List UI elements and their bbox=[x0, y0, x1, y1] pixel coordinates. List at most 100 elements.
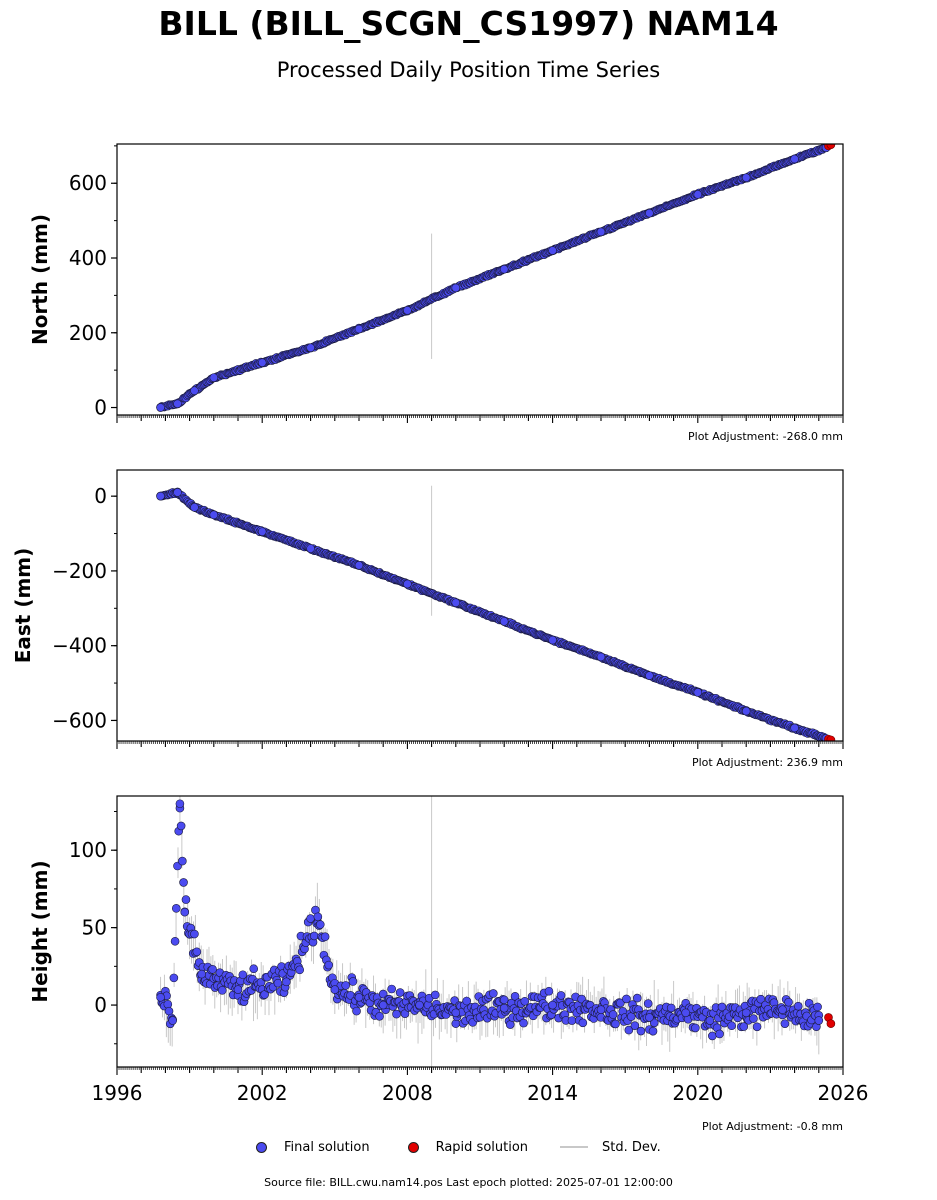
data-point-final bbox=[778, 1005, 787, 1015]
data-point-final bbox=[273, 978, 283, 988]
data-point-final bbox=[330, 985, 340, 994]
data-point-final bbox=[197, 969, 206, 979]
data-point-final bbox=[596, 227, 606, 237]
data-point-final bbox=[313, 912, 323, 922]
data-point-final bbox=[156, 993, 165, 1002]
data-point-final bbox=[519, 1018, 528, 1028]
series-rapid bbox=[824, 144, 836, 151]
series-rapid bbox=[824, 1013, 836, 1028]
data-point-final bbox=[190, 929, 199, 939]
data-point-final bbox=[392, 1009, 401, 1019]
data-point-final bbox=[175, 799, 185, 809]
data-point-final bbox=[217, 986, 227, 995]
legend-label-rapid: Rapid solution bbox=[435, 1139, 529, 1155]
series-final bbox=[156, 799, 824, 1041]
x-tick-label: 2026 bbox=[818, 1081, 869, 1105]
data-point-final bbox=[790, 723, 799, 733]
data-point-final bbox=[630, 1021, 640, 1030]
data-point-final bbox=[208, 965, 217, 974]
data-point-final bbox=[451, 1008, 461, 1018]
data-point-final bbox=[556, 991, 566, 1000]
data-point-final bbox=[156, 403, 165, 412]
data-point-final bbox=[156, 491, 165, 501]
data-point-final bbox=[780, 1019, 790, 1028]
y-tick-label: 0 bbox=[94, 484, 107, 508]
data-point-final bbox=[636, 1026, 646, 1036]
std-dev-line-icon bbox=[560, 1146, 589, 1148]
source-footer: Source file: BILL.cwu.nam14.pos Last epo… bbox=[264, 1176, 673, 1189]
data-point-final bbox=[616, 998, 625, 1008]
data-point-final bbox=[341, 981, 350, 990]
rapid-solution-marker-icon bbox=[407, 1141, 419, 1153]
data-point-final bbox=[548, 246, 557, 255]
data-point-final bbox=[691, 1023, 700, 1033]
data-point-final bbox=[499, 617, 509, 626]
data-point-final bbox=[315, 920, 325, 929]
data-point-final bbox=[378, 1000, 388, 1010]
data-point-final bbox=[354, 324, 364, 334]
data-point-final bbox=[520, 996, 530, 1006]
x-tick-label: 2002 bbox=[237, 1081, 288, 1105]
data-point-final bbox=[306, 544, 315, 553]
y-axis-label: Height (mm) bbox=[28, 860, 52, 1002]
data-point-rapid bbox=[826, 735, 836, 741]
data-point-rapid bbox=[826, 144, 836, 150]
data-point-final bbox=[814, 1016, 824, 1025]
data-point-final bbox=[430, 990, 440, 1000]
data-point-final bbox=[596, 652, 606, 662]
legend-label-final: Final solution bbox=[284, 1139, 370, 1155]
data-point-final bbox=[611, 1019, 620, 1029]
data-point-final bbox=[784, 997, 793, 1007]
x-tick-label: 1996 bbox=[92, 1081, 143, 1105]
data-point-final bbox=[173, 488, 182, 497]
data-point-final bbox=[622, 994, 631, 1004]
series-final bbox=[156, 144, 831, 412]
data-point-final bbox=[451, 598, 461, 607]
data-point-final bbox=[749, 1014, 758, 1023]
data-point-final bbox=[741, 173, 751, 182]
plot-adjustment-label: Plot Adjustment: 236.9 mm bbox=[692, 756, 843, 769]
data-point-final bbox=[626, 1012, 636, 1021]
series-final bbox=[156, 487, 831, 741]
data-point-final bbox=[693, 688, 703, 697]
data-point-final bbox=[741, 706, 751, 716]
data-point-final bbox=[567, 1016, 577, 1025]
data-point-final bbox=[643, 999, 653, 1008]
axes-frame bbox=[116, 469, 844, 742]
data-point-final bbox=[645, 671, 654, 680]
data-point-final bbox=[190, 503, 199, 512]
data-point-final bbox=[793, 1001, 803, 1011]
legend-item-std: Std. Dev. bbox=[560, 1140, 661, 1155]
y-tick-label: −200 bbox=[52, 559, 107, 583]
data-point-final bbox=[596, 1005, 606, 1015]
data-point-final bbox=[649, 1018, 659, 1028]
data-point-final bbox=[741, 1008, 751, 1018]
plot-area bbox=[156, 485, 836, 741]
data-point-final bbox=[756, 994, 766, 1004]
data-point-final bbox=[727, 1021, 736, 1031]
data-point-final bbox=[190, 386, 199, 396]
data-point-final bbox=[648, 1026, 658, 1036]
y-tick-label: −400 bbox=[52, 634, 107, 658]
panel-1: 0 −200 −400 −600 East (mm) Plot Adjustment: 2… bbox=[11, 469, 844, 769]
data-point-final bbox=[739, 1022, 749, 1031]
series-rapid bbox=[824, 734, 836, 741]
data-point-final bbox=[209, 510, 219, 520]
data-point-final bbox=[752, 1022, 762, 1032]
y-tick-label: 200 bbox=[69, 321, 107, 345]
data-point-final bbox=[499, 264, 509, 274]
data-point-final bbox=[176, 821, 186, 831]
data-point-final bbox=[352, 1006, 361, 1016]
data-point-final bbox=[180, 907, 190, 917]
plot-adjustment-label: Plot Adjustment: -0.8 mm bbox=[702, 1120, 843, 1133]
data-point-final bbox=[813, 1002, 822, 1012]
data-point-final bbox=[324, 960, 334, 970]
data-point-final bbox=[387, 984, 396, 994]
data-point-final bbox=[181, 895, 191, 904]
data-point-final bbox=[320, 932, 330, 942]
data-point-final bbox=[548, 1000, 557, 1010]
data-point-final bbox=[681, 1008, 691, 1018]
data-point-final bbox=[578, 1018, 588, 1028]
plot-adjustment-label: Plot Adjustment: -268.0 mm bbox=[688, 430, 843, 443]
